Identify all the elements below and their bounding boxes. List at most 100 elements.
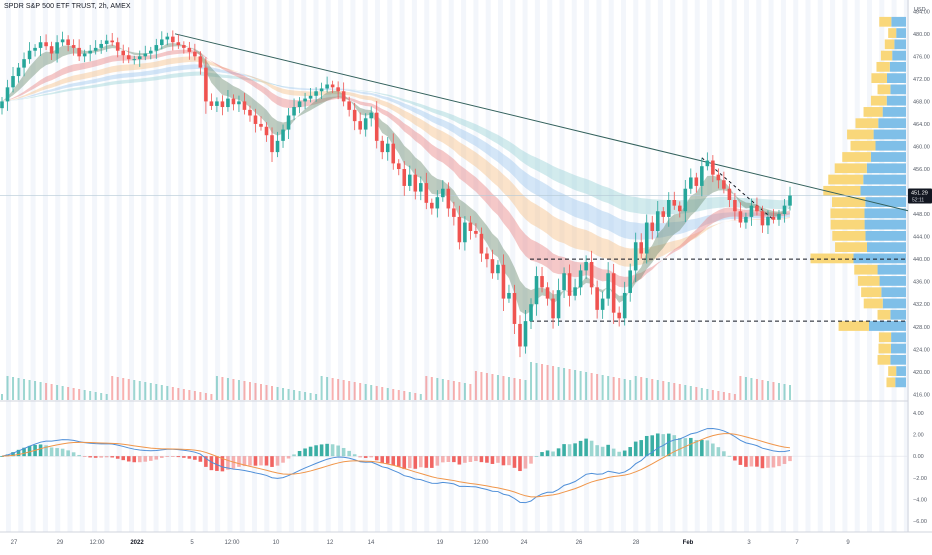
volume-bar [618, 378, 621, 400]
candle [259, 123, 263, 127]
candle [755, 205, 759, 212]
volume-bar [364, 384, 367, 400]
candle [435, 197, 440, 209]
macd-histogram-bar [435, 456, 440, 466]
volume-bar [502, 376, 505, 400]
macd-histogram-bar [424, 456, 429, 468]
candle [204, 67, 208, 102]
session-stripe [338, 0, 344, 532]
candle [308, 95, 313, 99]
volume-bar [67, 387, 70, 400]
volume-profile-bar [830, 208, 865, 219]
volume-bar [254, 383, 257, 400]
macd-histogram-bar [446, 456, 451, 463]
candle [424, 183, 429, 203]
volume-profile-bar [850, 140, 876, 151]
candle [661, 211, 666, 217]
volume-profile-bar [888, 28, 897, 38]
volume-bar [232, 379, 235, 400]
macd-histogram-bar [220, 456, 225, 472]
candle [589, 261, 594, 288]
macd-histogram-bar [237, 456, 241, 467]
price-axis-tick-label: 448.00 [913, 212, 930, 218]
macd-histogram-bar [479, 456, 484, 463]
session-stripe [694, 0, 700, 532]
volume-bar [507, 377, 510, 400]
candle [540, 276, 544, 288]
candle [160, 39, 164, 46]
candle [749, 205, 754, 217]
candle [644, 222, 649, 254]
macd-histogram-bar [380, 456, 385, 464]
candle [77, 47, 81, 57]
session-stripe [116, 0, 122, 532]
volume-bar [689, 386, 692, 400]
session-stripe [424, 0, 430, 532]
macd-histogram-bar [600, 446, 605, 457]
volume-bar [563, 368, 566, 400]
macd-histogram-bar [490, 456, 495, 464]
candle [711, 160, 715, 175]
macd-histogram-bar [253, 456, 258, 466]
macd-histogram-bar [82, 456, 87, 457]
session-stripe [707, 0, 713, 532]
macd-histogram-bar [694, 439, 699, 457]
volume-profile-bar [896, 28, 906, 38]
volume-bar [243, 381, 246, 400]
volume-bar [28, 380, 31, 400]
candle [336, 87, 340, 92]
volume-bar [414, 393, 417, 400]
candle [16, 67, 21, 77]
volume-bar [89, 391, 92, 400]
volume-bar [651, 379, 654, 400]
candle [474, 230, 478, 234]
candle [655, 211, 660, 231]
volume-bar [144, 382, 147, 400]
session-stripe [288, 0, 294, 532]
macd-histogram-bar [132, 456, 137, 463]
candle [777, 214, 781, 220]
volume-profile-bar [882, 298, 906, 309]
time-axis-tick-label: 12:00 [89, 540, 105, 546]
session-stripe [178, 0, 184, 532]
volume-bar [739, 376, 742, 400]
candle [413, 174, 418, 192]
macd-histogram-bar [22, 447, 26, 457]
session-stripe [621, 0, 626, 532]
volume-profile-bar [889, 61, 906, 72]
macd-histogram-bar [545, 450, 550, 457]
volume-bar [226, 378, 229, 400]
volume-bar [458, 382, 461, 400]
volume-bar [667, 382, 670, 400]
macd-axis-tick-label: −6.00 [913, 519, 927, 525]
candle [253, 115, 258, 124]
macd-histogram-bar [578, 440, 583, 457]
macd-histogram-bar [733, 456, 737, 461]
candle [716, 174, 721, 181]
candle [622, 292, 627, 319]
volume-profile-bar [886, 95, 906, 106]
volume-bar [259, 384, 262, 400]
candle [341, 91, 346, 102]
volume-bar [248, 382, 251, 400]
volume-bar [491, 374, 494, 400]
candle [523, 321, 528, 347]
macd-histogram-bar [226, 456, 230, 470]
macd-histogram-bar [121, 456, 126, 461]
candle [512, 292, 517, 324]
session-stripe [780, 0, 786, 532]
macd-histogram-bar [148, 456, 153, 461]
macd-histogram-bar [0, 456, 4, 457]
candle [143, 53, 148, 57]
volume-bar [375, 386, 378, 400]
volume-bar [182, 389, 185, 400]
candle [165, 36, 170, 40]
volume-bar [518, 379, 521, 400]
candle [281, 129, 285, 141]
macd-histogram-bar [248, 456, 252, 466]
candle [264, 126, 269, 136]
macd-histogram-bar [518, 456, 522, 472]
volume-profile-bar [855, 118, 879, 129]
